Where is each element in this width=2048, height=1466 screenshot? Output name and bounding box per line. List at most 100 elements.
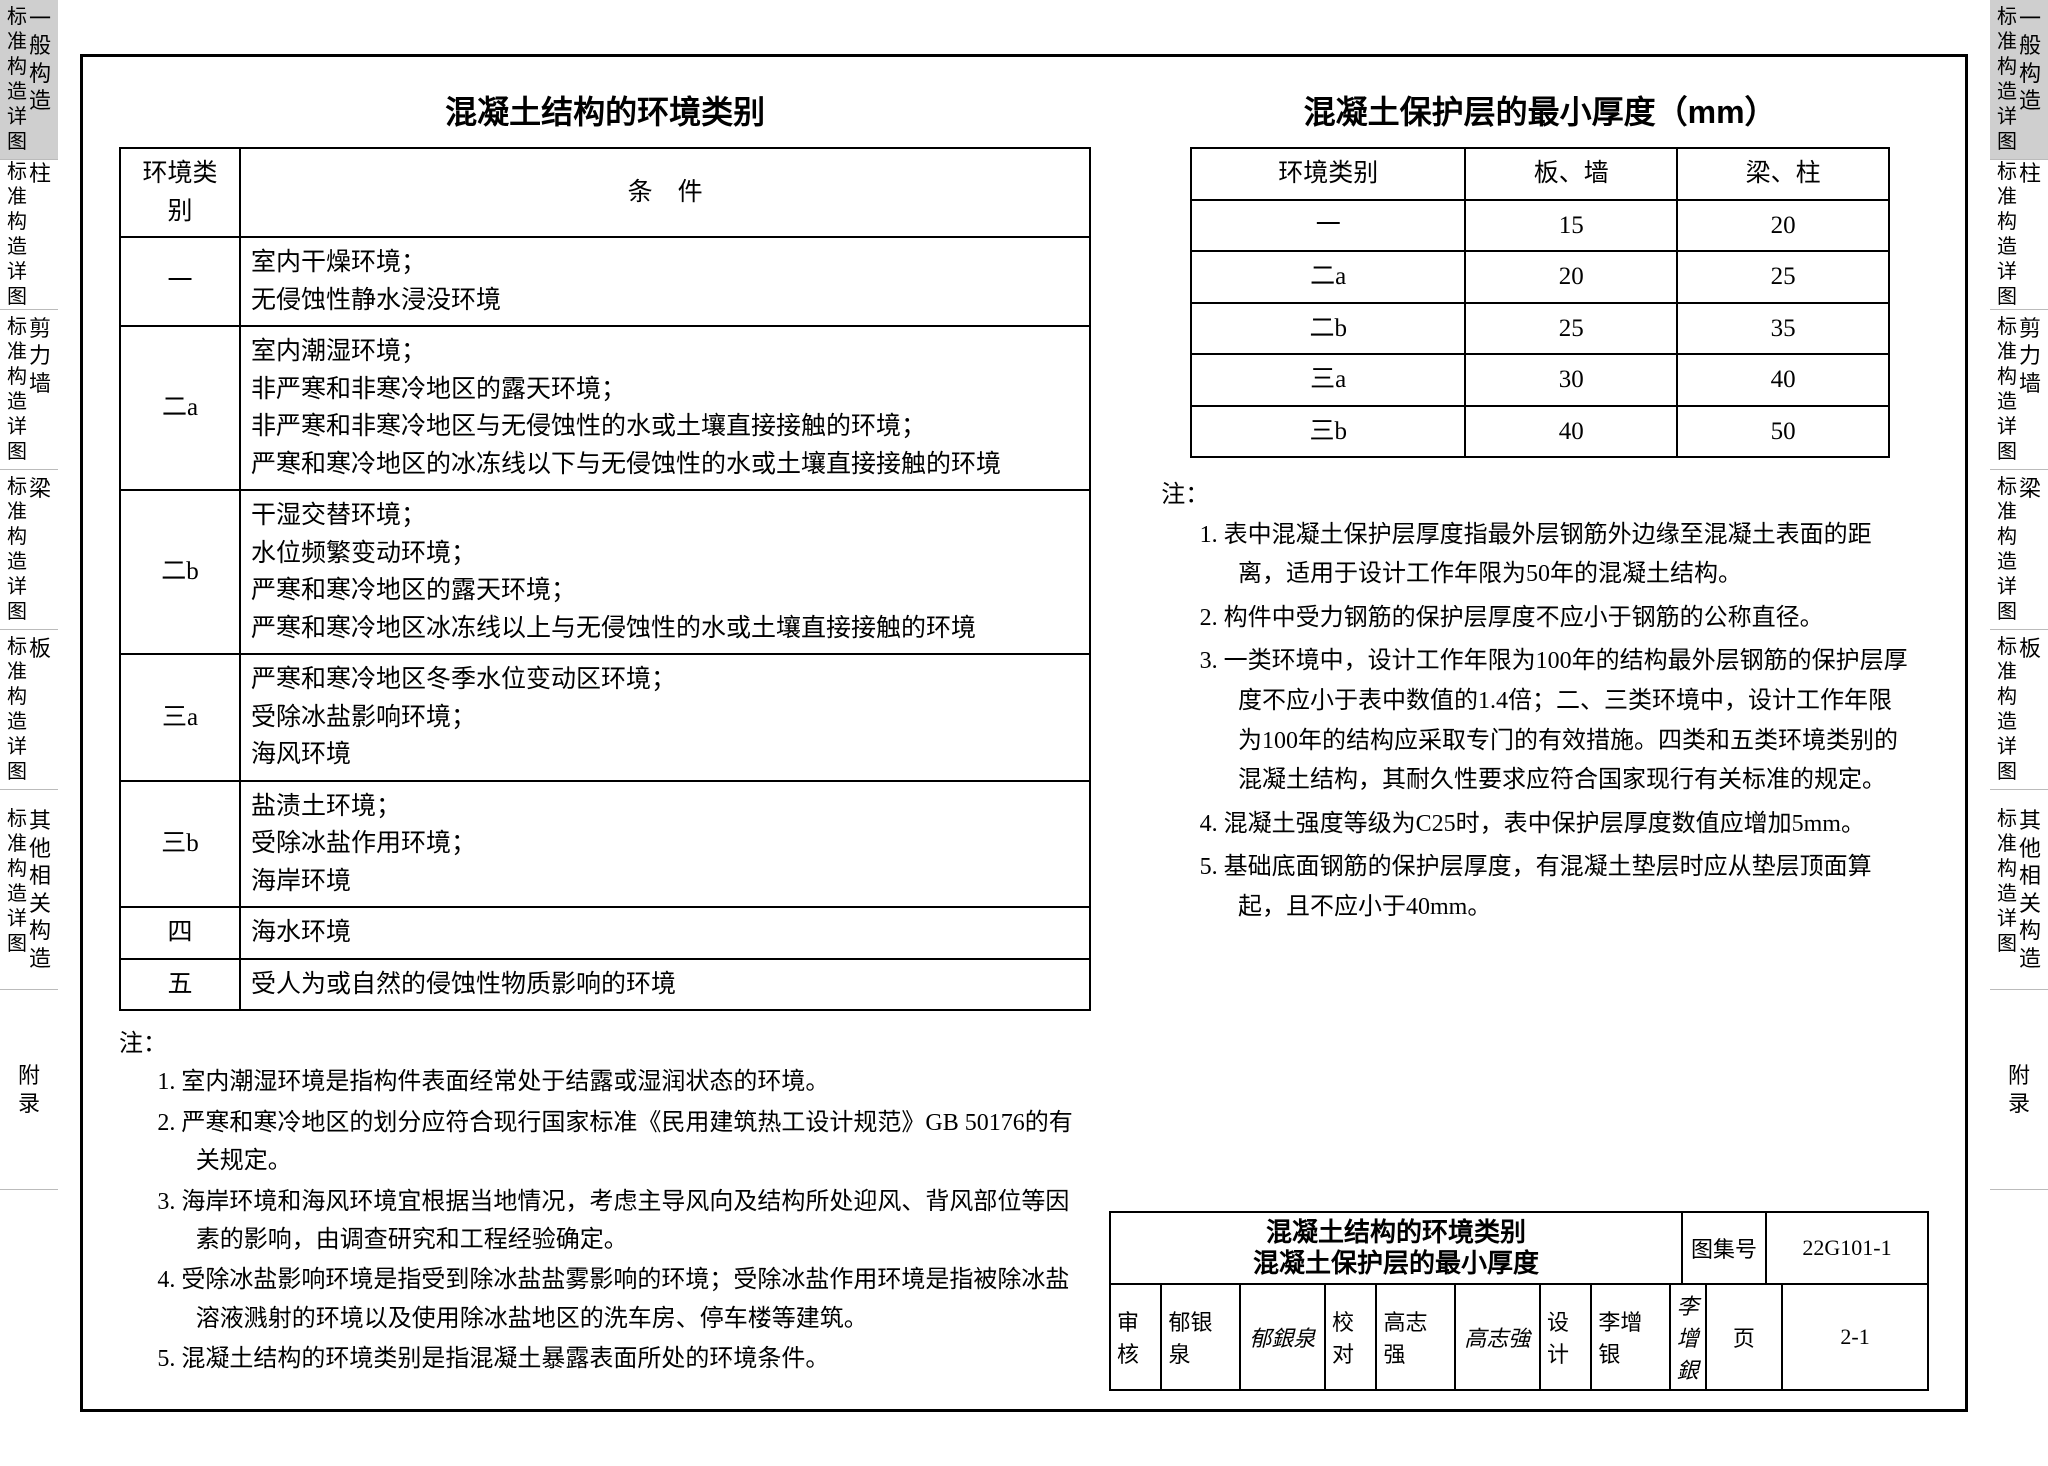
- side-tab-label: 标准构造详图: [7, 635, 27, 785]
- thk-cell: 25: [1677, 251, 1889, 303]
- side-tab[interactable]: 标准构造详图板: [0, 630, 58, 790]
- table-row: 三b4050: [1191, 406, 1889, 458]
- side-tab[interactable]: 标准构造详图其他相关构造: [0, 790, 58, 990]
- thk-header-beam: 梁、柱: [1677, 148, 1889, 200]
- cover-table-title: 混凝土保护层的最小厚度（mm）: [1151, 87, 1929, 133]
- side-tab-label: 附录: [2008, 1062, 2030, 1117]
- env-category-cell: 三b: [120, 781, 240, 908]
- thk-cell: 50: [1677, 406, 1889, 458]
- side-tab-label: 梁: [2019, 475, 2041, 625]
- env-category-cell: 一: [120, 237, 240, 326]
- note-item: 4. 受除冰盐影响环境是指受到除冰盐盐雾影响的环境；受除冰盐作用环境是指被除冰盐…: [196, 1261, 1091, 1338]
- note-item: 4. 混凝土强度等级为C25时，表中保护层厚度数值应增加5mm。: [1238, 805, 1909, 845]
- tb-designer: 李增银: [1592, 1283, 1670, 1389]
- side-tab[interactable]: 标准构造详图一般构造: [1990, 0, 2048, 160]
- tb-title-line2: 混凝土保护层的最小厚度: [1253, 1248, 1539, 1279]
- content-area: 混凝土结构的环境类别 环境类别 条 件 一室内干燥环境；无侵蚀性静水浸没环境二a…: [119, 87, 1929, 1289]
- env-table-title: 混凝土结构的环境类别: [119, 87, 1091, 133]
- env-category-cell: 二b: [120, 490, 240, 654]
- thk-cell: 三b: [1191, 406, 1465, 458]
- side-tab-label: 标准构造详图: [7, 315, 27, 465]
- side-tab-label: 剪力墙: [2019, 315, 2041, 465]
- note-item: 5. 基础底面钢筋的保护层厚度，有混凝土垫层时应从垫层顶面算起，且不应小于40m…: [1238, 848, 1909, 927]
- tb-drawing-title: 混凝土结构的环境类别 混凝土保护层的最小厚度: [1111, 1213, 1683, 1283]
- env-condition-cell: 海水环境: [240, 907, 1090, 959]
- env-notes: 注： 1. 室内潮湿环境是指构件表面经常处于结露或湿润状态的环境。2. 严寒和寒…: [119, 1025, 1091, 1381]
- cover-thickness-table: 环境类别 板、墙 梁、柱 一1520二a2025二b2535三a3040三b40…: [1190, 147, 1890, 458]
- note-item: 3. 海岸环境和海风环境宜根据当地情况，考虑主导风向及结构所处迎风、背风部位等因…: [196, 1183, 1091, 1260]
- side-tab-label: 梁: [29, 475, 51, 625]
- thk-cell: 20: [1465, 251, 1677, 303]
- side-tab-label: 柱: [29, 160, 51, 310]
- side-tab-label: 板: [2019, 635, 2041, 785]
- env-category-cell: 五: [120, 959, 240, 1011]
- side-tab[interactable]: 标准构造详图剪力墙: [1990, 310, 2048, 470]
- tb-atlas-label: 图集号: [1683, 1213, 1767, 1283]
- side-tab-label: 一般构造: [2019, 5, 2041, 155]
- env-header-category: 环境类别: [120, 148, 240, 237]
- side-tab-label: 标准构造详图: [7, 160, 27, 310]
- thk-cell: 一: [1191, 200, 1465, 252]
- tb-reviewer: 郁银泉: [1162, 1283, 1240, 1389]
- table-row: 三a3040: [1191, 354, 1889, 406]
- env-condition-cell: 室内潮湿环境；非严寒和非寒冷地区的露天环境；非严寒和非寒冷地区与无侵蚀性的水或土…: [240, 326, 1090, 490]
- side-tab[interactable]: 附录: [1990, 990, 2048, 1190]
- tb-page-label: 页: [1707, 1283, 1783, 1389]
- thk-cell: 40: [1677, 354, 1889, 406]
- thk-cell: 35: [1677, 303, 1889, 355]
- table-row: 二a室内潮湿环境；非严寒和非寒冷地区的露天环境；非严寒和非寒冷地区与无侵蚀性的水…: [120, 326, 1090, 490]
- side-tab-label: 标准构造详图: [1997, 160, 2017, 310]
- side-tab-label: 标准构造详图: [1997, 5, 2017, 155]
- thk-cell: 三a: [1191, 354, 1465, 406]
- drawing-frame: 混凝土结构的环境类别 环境类别 条 件 一室内干燥环境；无侵蚀性静水浸没环境二a…: [80, 54, 1968, 1412]
- left-column: 混凝土结构的环境类别 环境类别 条 件 一室内干燥环境；无侵蚀性静水浸没环境二a…: [119, 87, 1091, 1289]
- table-row: 三b盐渍土环境；受除冰盐作用环境；海岸环境: [120, 781, 1090, 908]
- side-tab[interactable]: 标准构造详图梁: [1990, 470, 2048, 630]
- right-side-tabs: 标准构造详图一般构造标准构造详图柱标准构造详图剪力墙标准构造详图梁标准构造详图板…: [1990, 0, 2048, 1190]
- note-item: 2. 严寒和寒冷地区的划分应符合现行国家标准《民用建筑热工设计规范》GB 501…: [196, 1104, 1091, 1181]
- side-tab[interactable]: 附录: [0, 990, 58, 1190]
- side-tab-label: 标准构造详图: [7, 475, 27, 625]
- table-row: 五受人为或自然的侵蚀性物质影响的环境: [120, 959, 1090, 1011]
- page-root: 标准构造详图一般构造标准构造详图柱标准构造详图剪力墙标准构造详图梁标准构造详图板…: [0, 0, 2048, 1466]
- tb-design-label: 设计: [1541, 1283, 1592, 1389]
- side-tab-label: 板: [29, 635, 51, 785]
- side-tab[interactable]: 标准构造详图板: [1990, 630, 2048, 790]
- env-category-table: 环境类别 条 件 一室内干燥环境；无侵蚀性静水浸没环境二a室内潮湿环境；非严寒和…: [119, 147, 1091, 1011]
- env-condition-cell: 干湿交替环境；水位频繁变动环境；严寒和寒冷地区的露天环境；严寒和寒冷地区冰冻线以…: [240, 490, 1090, 654]
- env-condition-cell: 室内干燥环境；无侵蚀性静水浸没环境: [240, 237, 1090, 326]
- table-row: 二b干湿交替环境；水位频繁变动环境；严寒和寒冷地区的露天环境；严寒和寒冷地区冰冻…: [120, 490, 1090, 654]
- side-tab-label: 标准构造详图: [7, 5, 27, 155]
- env-header-condition: 条 件: [240, 148, 1090, 237]
- note-item: 3. 一类环境中，设计工作年限为100年的结构最外层钢筋的保护层厚度不应小于表中…: [1238, 642, 1909, 800]
- tb-title-line1: 混凝土结构的环境类别: [1266, 1217, 1526, 1248]
- thk-cell: 25: [1465, 303, 1677, 355]
- thk-cell: 20: [1677, 200, 1889, 252]
- side-tab-label: 其他相关构造: [2019, 807, 2041, 972]
- left-side-tabs: 标准构造详图一般构造标准构造详图柱标准构造详图剪力墙标准构造详图梁标准构造详图板…: [0, 0, 58, 1190]
- tb-designer-sig: 李增銀: [1671, 1283, 1707, 1389]
- env-category-cell: 三a: [120, 654, 240, 781]
- side-tab[interactable]: 标准构造详图其他相关构造: [1990, 790, 2048, 990]
- thk-cell: 40: [1465, 406, 1677, 458]
- side-tab[interactable]: 标准构造详图梁: [0, 470, 58, 630]
- tb-atlas-value: 22G101-1: [1767, 1213, 1927, 1283]
- tb-reviewer-sig: 郁銀泉: [1241, 1283, 1326, 1389]
- tb-checker-sig: 高志強: [1456, 1283, 1541, 1389]
- note-item: 2. 构件中受力钢筋的保护层厚度不应小于钢筋的公称直径。: [1238, 599, 1909, 639]
- env-category-cell: 四: [120, 907, 240, 959]
- side-tab[interactable]: 标准构造详图柱: [1990, 160, 2048, 310]
- side-tab-label: 一般构造: [29, 5, 51, 155]
- table-row: 一1520: [1191, 200, 1889, 252]
- cover-notes-label: 注：: [1161, 482, 1209, 508]
- side-tab[interactable]: 标准构造详图剪力墙: [0, 310, 58, 470]
- thk-cell: 30: [1465, 354, 1677, 406]
- side-tab[interactable]: 标准构造详图一般构造: [0, 0, 58, 160]
- note-item: 5. 混凝土结构的环境类别是指混凝土暴露表面所处的环境条件。: [196, 1340, 1091, 1378]
- thk-header-env: 环境类别: [1191, 148, 1465, 200]
- side-tab-label: 标准构造详图: [7, 807, 27, 972]
- cover-notes: 注： 1. 表中混凝土保护层厚度指最外层钢筋外边缘至混凝土表面的距离，适用于设计…: [1151, 476, 1929, 932]
- tb-check-label: 校对: [1326, 1283, 1377, 1389]
- side-tab[interactable]: 标准构造详图柱: [0, 160, 58, 310]
- env-condition-cell: 受人为或自然的侵蚀性物质影响的环境: [240, 959, 1090, 1011]
